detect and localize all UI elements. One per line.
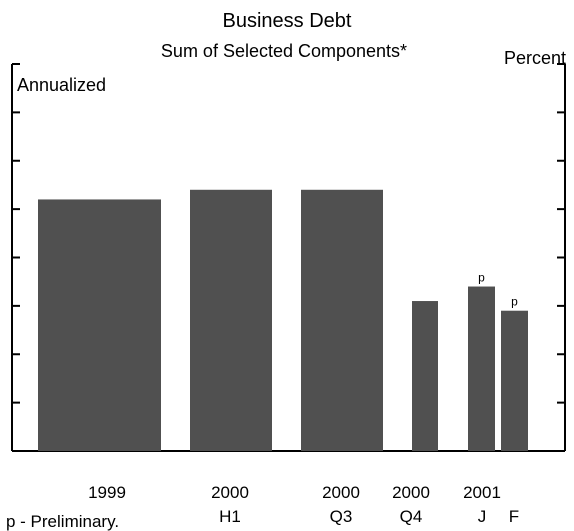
x-tick-label: 2000 <box>211 483 249 502</box>
chart-title: Business Debt <box>223 10 352 32</box>
x-tick-sublabel: Q4 <box>400 507 423 526</box>
chart-subtitle: Sum of Selected Components* <box>161 41 407 61</box>
annualized-annotation: Annualized <box>17 75 106 95</box>
x-tick-label: 2001 <box>463 483 501 502</box>
x-tick-label: 1999 <box>88 483 126 502</box>
bar <box>501 310 528 451</box>
x-tick-label: 2000 <box>392 483 430 502</box>
y-axis-unit-label: Percent <box>504 48 566 68</box>
bar <box>468 286 495 451</box>
x-axis-labels: 1999 2000 H1 2000 Q3 2000 Q4 2001 J F <box>88 483 519 526</box>
bar <box>412 301 438 451</box>
x-tick-sublabel: F <box>509 507 519 526</box>
bar <box>190 189 272 451</box>
footnote-preliminary: p - Preliminary. <box>6 512 119 531</box>
x-tick-sublabel: H1 <box>219 507 241 526</box>
bar-series: pp <box>38 189 528 451</box>
preliminary-marker: p <box>511 295 518 309</box>
preliminary-marker: p <box>478 271 485 285</box>
x-tick-label: 2000 <box>322 483 360 502</box>
bar <box>301 189 383 451</box>
x-tick-sublabel: Q3 <box>330 507 353 526</box>
x-tick-sublabel: J <box>478 507 487 526</box>
bar <box>38 199 161 451</box>
